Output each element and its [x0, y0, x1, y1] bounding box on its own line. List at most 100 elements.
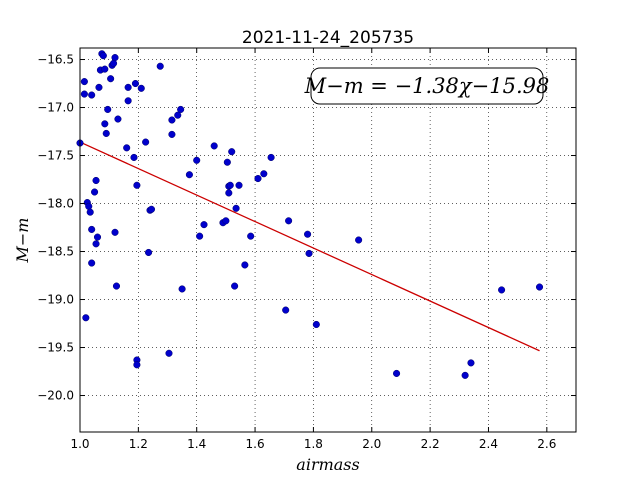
- x-tick-label: 2.0: [362, 437, 381, 451]
- x-tick-label: 1.2: [129, 437, 148, 451]
- data-point: [282, 306, 290, 314]
- data-point: [247, 232, 255, 240]
- data-point: [285, 217, 293, 225]
- data-points: [76, 50, 544, 379]
- data-point: [235, 181, 243, 189]
- data-point: [165, 349, 173, 357]
- data-point: [393, 369, 401, 377]
- data-point: [267, 153, 275, 161]
- data-point: [86, 208, 94, 216]
- data-point: [142, 138, 150, 146]
- data-point: [88, 259, 96, 267]
- data-point: [223, 158, 231, 166]
- x-tick-label: 2.6: [537, 437, 556, 451]
- data-point: [168, 116, 176, 124]
- data-point: [147, 205, 156, 213]
- y-tick-label: −16.5: [37, 53, 74, 67]
- data-point: [174, 111, 182, 119]
- data-point: [185, 171, 193, 179]
- y-tick-label: −17.5: [37, 149, 74, 163]
- data-point: [92, 240, 100, 248]
- data-point: [228, 148, 236, 156]
- y-tick-label: −19.0: [37, 293, 74, 307]
- y-tick-label: −18.5: [37, 245, 74, 259]
- data-point: [88, 91, 96, 99]
- data-point: [498, 286, 506, 294]
- data-point: [124, 97, 132, 105]
- y-tick-labels: −16.5 −17.0 −17.5 −18.0 −18.5 −19.0 −19.5 −20.0: [37, 53, 74, 403]
- chart-title: 2021-11-24_205735: [242, 28, 414, 48]
- fit-line-layer: [79, 141, 540, 352]
- data-point: [85, 202, 93, 210]
- data-point: [95, 83, 103, 91]
- y-tick-label: −19.5: [37, 341, 74, 355]
- x-tick-label: 1.0: [70, 437, 89, 451]
- data-point: [177, 105, 185, 113]
- data-point: [102, 129, 110, 137]
- data-point: [196, 232, 204, 240]
- fit-line: [79, 141, 540, 352]
- data-point: [80, 78, 88, 86]
- data-point: [210, 142, 218, 150]
- data-point: [305, 249, 313, 257]
- data-point: [222, 217, 230, 225]
- fit-equation-box: M−m = −1.38χ−15.98: [304, 67, 550, 105]
- data-point: [304, 230, 312, 238]
- data-point: [111, 54, 119, 62]
- x-tick-label: 2.2: [421, 437, 440, 451]
- data-point: [99, 52, 107, 60]
- data-point: [137, 84, 145, 92]
- data-point: [355, 236, 363, 244]
- data-point: [168, 130, 176, 138]
- data-point: [130, 153, 138, 161]
- x-axis-label: airmass: [296, 455, 359, 474]
- data-point: [260, 170, 268, 178]
- grid: [79, 48, 576, 432]
- data-point: [112, 282, 121, 290]
- data-point: [114, 115, 122, 123]
- data-point: [133, 361, 141, 369]
- data-point: [80, 90, 88, 98]
- data-point: [312, 320, 320, 329]
- y-tick-label: −20.0: [37, 389, 74, 403]
- data-point: [467, 359, 475, 367]
- fit-equation: M−m = −1.38χ−15.98: [304, 74, 550, 98]
- axis-ticks: [79, 48, 576, 432]
- data-point: [231, 282, 239, 290]
- data-point: [124, 83, 132, 91]
- plot-frame: [79, 47, 577, 433]
- data-point: [232, 204, 240, 212]
- data-point: [110, 59, 118, 67]
- x-tick-label: 2.4: [479, 437, 498, 451]
- data-point: [82, 314, 90, 322]
- x-tick-label: 1.8: [304, 437, 323, 451]
- data-point: [93, 233, 102, 241]
- y-tick-label: −17.0: [37, 101, 74, 115]
- data-point: [241, 261, 249, 269]
- data-point: [178, 285, 186, 293]
- x-tick-label: 1.6: [246, 437, 265, 451]
- data-point: [101, 65, 109, 73]
- data-point: [92, 176, 100, 185]
- data-point: [254, 175, 262, 183]
- data-point: [145, 248, 153, 257]
- data-point: [225, 189, 233, 197]
- data-point: [226, 181, 234, 189]
- data-point: [101, 120, 109, 128]
- data-point: [111, 228, 119, 236]
- data-point: [123, 144, 131, 152]
- data-point: [133, 181, 141, 189]
- data-point: [131, 79, 139, 88]
- data-point: [107, 75, 115, 83]
- data-point: [91, 188, 99, 196]
- data-point: [156, 62, 164, 70]
- data-point: [104, 105, 112, 113]
- x-tick-labels: 1.0 1.2 1.4 1.6 1.8 2.0 2.2 2.4 2.6: [70, 437, 556, 451]
- data-point: [200, 221, 208, 229]
- data-point: [461, 371, 469, 379]
- y-tick-label: −18.0: [37, 197, 74, 211]
- fit-equation-frame: [310, 67, 544, 105]
- data-point: [193, 156, 201, 164]
- y-axis-label: M−m: [13, 218, 32, 264]
